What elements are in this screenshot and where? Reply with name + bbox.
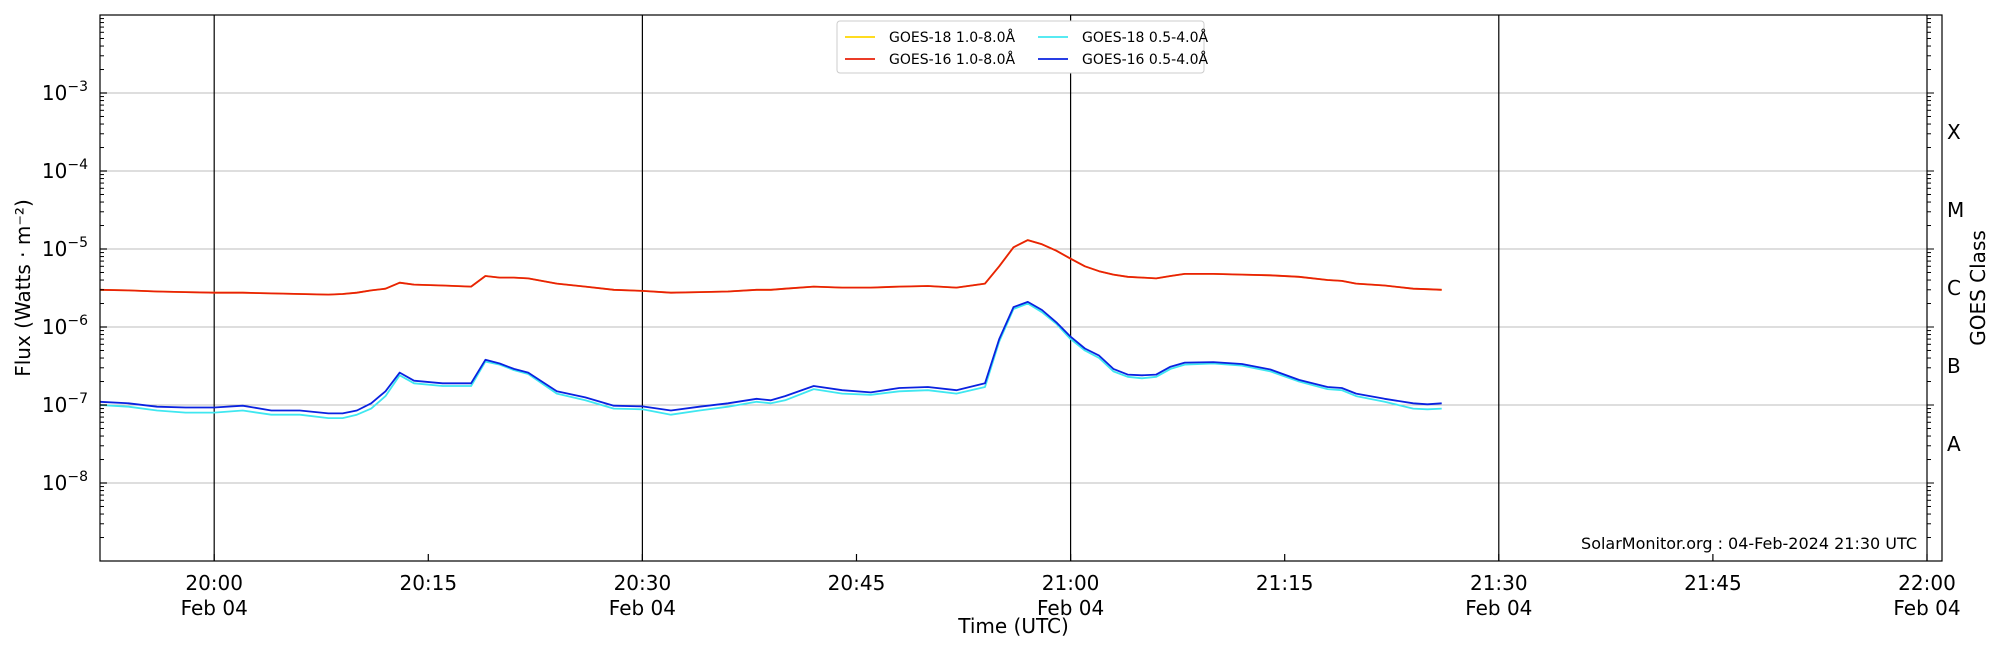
x-tick-label: 21:45 <box>1684 571 1742 595</box>
y-axis-title: Flux (Watts · m⁻²) <box>11 199 35 377</box>
goes-class-label: B <box>1947 354 1961 378</box>
y-tick-label: 10−4 <box>42 157 88 183</box>
x-tick-date-label: Feb 04 <box>1465 596 1532 620</box>
day-vertical-lines <box>213 15 1500 561</box>
plot-area-frame <box>99 14 1943 562</box>
horizontal-grid <box>100 92 1927 484</box>
legend-entry: GOES-16 1.0-8.0Å <box>889 51 1015 68</box>
goes-class-label: A <box>1947 432 1961 456</box>
series-line-4 <box>99 300 1442 415</box>
legend-entry: GOES-16 0.5-4.0Å <box>1082 51 1208 68</box>
legend-entry: GOES-18 1.0-8.0Å <box>889 29 1015 46</box>
y-tick-label: 10−5 <box>42 235 88 261</box>
legend: GOES-18 1.0-8.0Å GOES-16 1.0-8.0Å GOES-18 … <box>836 20 1208 74</box>
x-tick-label: 20:00 <box>185 571 243 595</box>
x-tick-date-label: Feb 04 <box>181 596 248 620</box>
series-line-1 <box>99 239 1442 296</box>
series-line-2 <box>99 239 1442 296</box>
y-tick-label: 10−6 <box>42 313 88 339</box>
x-axis-title: Time (UTC) <box>957 614 1069 638</box>
goes-class-label: C <box>1947 276 1961 300</box>
legend-entry: GOES-18 0.5-4.0Å <box>1082 29 1208 46</box>
series-line-3 <box>99 302 1442 420</box>
y-tick-label: 10−3 <box>42 79 88 105</box>
x-tick-label: 20:30 <box>614 571 672 595</box>
x-tick-date-label: Feb 04 <box>1893 596 1960 620</box>
goes-class-labels: A B C M X <box>1947 120 1964 456</box>
goes-class-axis-title: GOES Class <box>1966 230 1990 346</box>
y-tick-label: 10−8 <box>42 469 88 495</box>
y-minor-ticks <box>100 18 1934 562</box>
x-tick-label: 21:30 <box>1470 571 1528 595</box>
x-tick-date-label: Feb 04 <box>1037 596 1104 620</box>
x-tick-label: 20:15 <box>399 571 457 595</box>
legend-box <box>836 20 1205 74</box>
y-axis-ticks: 10−8 10−7 10−6 10−5 10−4 10−3 <box>42 79 107 495</box>
y-tick-label: 10−7 <box>42 391 88 417</box>
x-tick-label: 21:00 <box>1042 571 1100 595</box>
x-tick-date-label: Feb 04 <box>609 596 676 620</box>
goes-class-label: X <box>1947 120 1961 144</box>
x-tick-label: 20:45 <box>828 571 886 595</box>
x-tick-label: 21:15 <box>1256 571 1314 595</box>
goes-class-label: M <box>1947 198 1964 222</box>
x-tick-label: 22:00 <box>1898 571 1956 595</box>
flux-series <box>99 239 1442 420</box>
credit-text: SolarMonitor.org : 04-Feb-2024 21:30 UTC <box>1581 534 1917 553</box>
